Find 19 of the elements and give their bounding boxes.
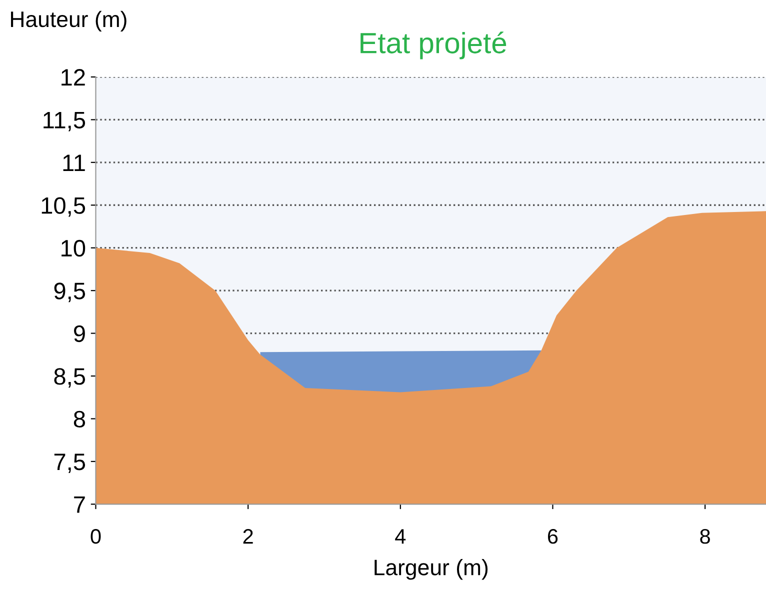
x-axis-title: Largeur (m): [374, 559, 488, 580]
y-tick-label: 10,5: [42, 197, 86, 217]
y-tick-label: 11,5: [44, 112, 86, 132]
x-tick-label: 2: [243, 529, 253, 544]
y-tick-label: 8,5: [54, 368, 86, 388]
x-tick-label: 6: [548, 529, 558, 544]
x-tick-label: 8: [700, 529, 710, 544]
y-tick-label: 9: [74, 325, 85, 342]
y-tick-label: 10: [62, 240, 86, 257]
x-tick-label: 0: [90, 529, 101, 544]
y-axis-title: Hauteur (m): [11, 10, 126, 32]
y-tick-label: 7: [74, 496, 85, 513]
y-tick-label: 11: [63, 154, 85, 171]
y-tick-label: 9,5: [54, 282, 86, 302]
y-tick-label: 8: [74, 410, 85, 428]
y-tick-label: 12: [62, 69, 85, 86]
y-tick-label: 7,5: [54, 454, 86, 474]
x-tick-label: 4: [395, 529, 406, 544]
chart-title: Etat projeté: [360, 32, 506, 60]
